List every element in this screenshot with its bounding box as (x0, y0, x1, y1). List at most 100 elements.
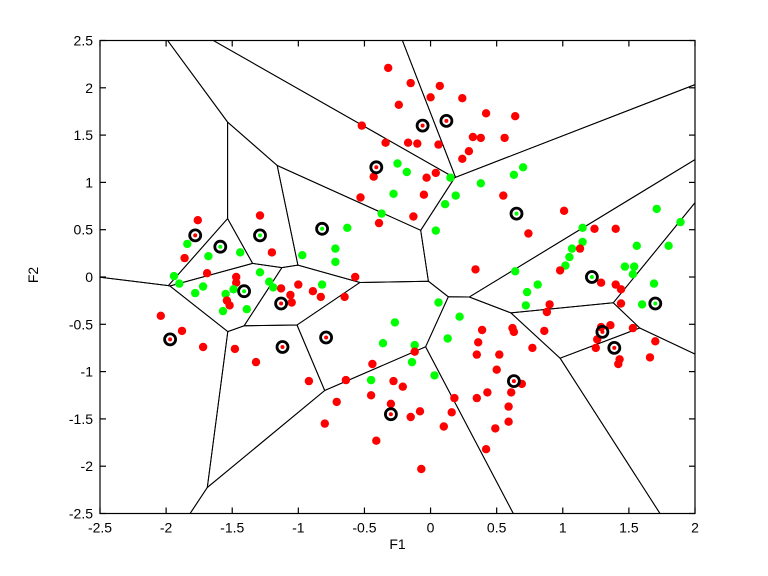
prototype-ring (585, 270, 599, 284)
x-tick-label: -1.5 (220, 520, 244, 536)
data-point-red (481, 109, 491, 118)
data-point-red (468, 132, 478, 142)
voronoi-cell-boundary (559, 327, 696, 514)
data-point-red (524, 229, 533, 238)
data-point-red (356, 193, 365, 202)
voronoi-cell-boundary (425, 296, 661, 514)
data-point-red (471, 265, 480, 274)
data-point-green (440, 200, 450, 209)
data-point-green (366, 375, 376, 385)
data-point-red (193, 216, 202, 225)
data-point-red (472, 393, 481, 403)
data-point-green (242, 305, 251, 314)
data-point-red (590, 224, 599, 233)
data-point-red (251, 357, 261, 367)
data-point-red (276, 284, 286, 293)
data-point-green (407, 357, 417, 367)
data-point-red (417, 464, 426, 474)
data-point-red (267, 248, 277, 257)
data-point-red (198, 342, 208, 352)
prototype-ring (369, 160, 384, 175)
data-point-red (403, 138, 413, 147)
data-point-green (175, 279, 184, 288)
data-point-red (406, 78, 415, 88)
data-point-red (542, 307, 552, 317)
data-point-green (451, 191, 460, 200)
data-point-red (230, 344, 240, 354)
voronoi-cell-boundary (468, 158, 696, 314)
prototype-center-green (320, 226, 325, 231)
data-point-red (477, 325, 487, 335)
x-tick-label: -2 (160, 520, 173, 536)
prototype-ring (163, 332, 178, 347)
prototype-center-green (218, 244, 223, 249)
voronoi-cell-boundary (166, 40, 456, 231)
data-point-green (476, 179, 485, 188)
data-point-red (232, 278, 241, 287)
voronoi-cell-boundary (206, 324, 326, 489)
prototype-center-red (444, 118, 449, 123)
prototype-ring (507, 374, 521, 389)
data-point-green (455, 312, 464, 321)
data-point-green (221, 289, 230, 299)
data-point-red (606, 321, 615, 330)
data-point-red (651, 337, 660, 346)
y-tick-label: -1.5 (69, 411, 93, 427)
data-point-green (509, 170, 519, 179)
data-point-green (183, 239, 192, 249)
data-point-red (381, 138, 390, 147)
x-axis-label: F1 (389, 536, 406, 552)
x-tick-label: -2.5 (88, 520, 112, 536)
data-point-green (664, 241, 673, 250)
data-point-red (481, 445, 491, 454)
data-point-green (378, 339, 388, 348)
data-point-red (472, 350, 481, 359)
prototype-center-green (514, 211, 519, 216)
data-point-green (521, 301, 530, 310)
data-point-green (255, 268, 265, 277)
data-point-green (522, 287, 532, 297)
data-point-green (402, 167, 411, 177)
y-axis-label: F2 (25, 266, 41, 284)
data-point-green (229, 285, 238, 294)
data-point-green (390, 318, 400, 327)
prototype-center-red (600, 329, 605, 334)
prototype-ring (595, 324, 610, 339)
prototype-center-red (388, 412, 393, 417)
data-point-red (500, 133, 509, 143)
data-point-red (492, 365, 501, 374)
y-tick-label: 1 (85, 174, 93, 190)
data-point-green (567, 244, 577, 253)
data-point-red (255, 211, 265, 220)
data-point-red (499, 191, 508, 200)
data-point-green (298, 251, 307, 260)
data-point-green (198, 282, 208, 291)
data-point-red (450, 393, 459, 403)
prototype-ring (383, 407, 398, 422)
data-point-red (225, 301, 234, 310)
data-point-green (578, 237, 587, 247)
data-point-green (578, 223, 587, 232)
data-point-red (447, 408, 456, 417)
data-point-green (630, 262, 639, 271)
data-point-green (343, 223, 352, 232)
data-point-red (394, 100, 403, 110)
prototype-ring (237, 284, 252, 299)
data-point-green (652, 204, 661, 214)
data-point-red (413, 139, 422, 148)
data-point-red (287, 298, 296, 307)
data-point-green (676, 217, 685, 227)
y-tick-label: 0.5 (74, 222, 94, 238)
data-point-red (628, 323, 638, 333)
prototype-ring (275, 340, 290, 354)
prototype-center-red (279, 301, 284, 306)
voronoi-cell-boundary (401, 40, 696, 178)
data-point-red (389, 376, 398, 386)
data-point-red (202, 269, 212, 278)
data-point-green (431, 226, 440, 235)
data-point-red (369, 172, 378, 181)
prototype-center-red (612, 345, 617, 350)
data-point-green (204, 252, 213, 261)
